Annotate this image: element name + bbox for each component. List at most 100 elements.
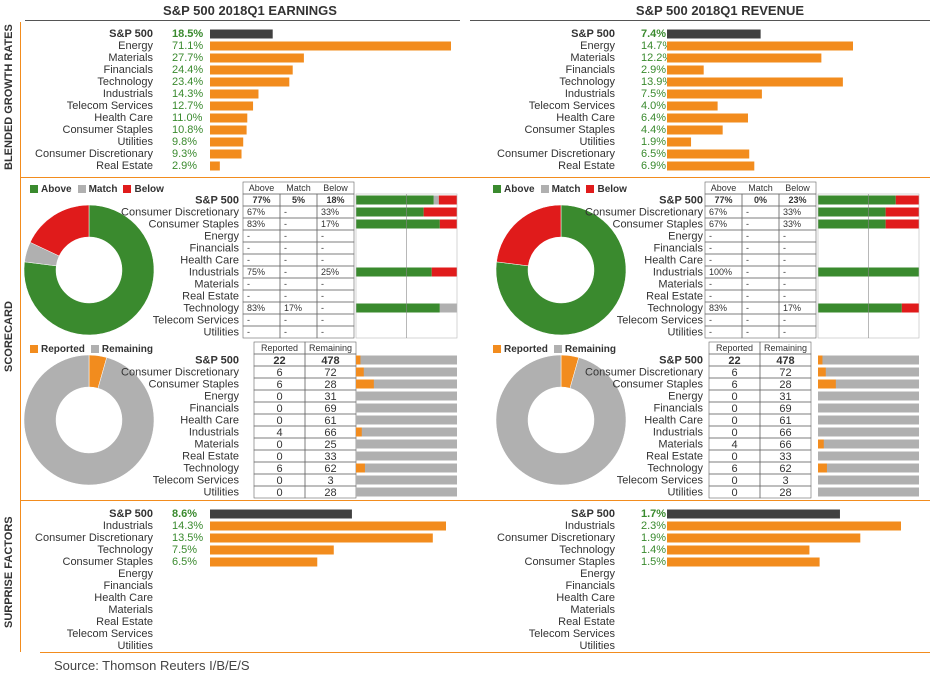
bar-financials (210, 65, 293, 75)
bar-industrials (210, 89, 259, 99)
surprise-separator (20, 500, 930, 501)
table-cell: - (746, 219, 749, 229)
table-cell: - (709, 315, 712, 325)
row-label: Materials (658, 279, 703, 291)
category-label: Telecom Services (529, 100, 616, 112)
category-label: Health Care (556, 592, 615, 604)
bar-technology (210, 545, 334, 555)
bar-consumer-staples (210, 557, 318, 567)
bar-reported-consumer-discretionary (818, 367, 826, 377)
bar-reported-technology (818, 463, 827, 473)
row-label: Health Care (644, 415, 703, 427)
bar-above-sp-500 (818, 195, 896, 205)
table-cell: 3 (782, 475, 788, 487)
value-label: 8.6% (172, 508, 197, 520)
earnings-reported-panel: Reported Remaining S&P 500 22 478 Consumer Di… (23, 341, 457, 499)
row-label: Energy (204, 391, 239, 403)
row-label: Utilities (668, 327, 704, 339)
revenue-reported-panel: Reported Remaining S&P 500 22 478 Consumer Di… (495, 341, 919, 499)
row-label: Energy (204, 231, 239, 243)
bar-above-technology (356, 303, 440, 313)
table-cell: 31 (324, 391, 336, 403)
bar-industrials (210, 521, 446, 531)
bar-remaining-materials (356, 439, 457, 449)
value-label: 1.4% (641, 544, 666, 556)
bar-match-technology (439, 303, 457, 313)
bar-below-consumer-discretionary (885, 207, 919, 217)
bar-below-sp-500 (895, 195, 919, 205)
table-cell: - (746, 303, 749, 313)
table-cell: - (783, 267, 786, 277)
table-cell: - (284, 267, 287, 277)
bar-health-care (667, 113, 748, 123)
bar-above-industrials (356, 267, 432, 277)
bar-above-technology (818, 303, 902, 313)
row-label: Industrials (653, 267, 704, 279)
row-label: Consumer Discretionary (121, 367, 239, 379)
category-label: Utilities (580, 136, 616, 148)
table-cell: 4 (731, 439, 737, 451)
value-label: 12.2% (641, 52, 672, 64)
table-cell: - (247, 291, 250, 301)
category-label: Utilities (118, 640, 154, 652)
table-header-match: Match (748, 183, 773, 193)
table-cell: 72 (779, 367, 791, 379)
reported-swatch (493, 345, 501, 354)
table-cell: 0 (731, 475, 737, 487)
value-label: 18.5% (172, 28, 203, 40)
table-cell: 33 (324, 451, 336, 463)
bar-remaining-materials (818, 439, 919, 449)
table-cell: 83% (247, 219, 265, 229)
table-header-above: Above (711, 183, 737, 193)
table-cell: - (247, 327, 250, 337)
abm-legend-right: Above Match Below (493, 184, 627, 195)
value-label: 11.0% (172, 112, 203, 124)
table-cell: 83% (247, 303, 265, 313)
bar-reported-consumer-staples (356, 379, 374, 389)
value-label: 71.1% (172, 40, 203, 52)
table-cell: - (284, 207, 287, 217)
rr-legend-right: Reported Remaining (493, 344, 616, 355)
bar-remaining-utilities (356, 487, 457, 497)
table-cell: - (321, 327, 324, 337)
value-label: 23.4% (172, 76, 203, 88)
bar-consumer-discretionary (210, 149, 242, 159)
table-cell: - (709, 255, 712, 265)
row-label: Consumer Staples (613, 219, 704, 231)
bar-remaining-health-care (356, 415, 457, 425)
row-label: Utilities (204, 327, 240, 339)
table-cell: - (284, 327, 287, 337)
table-cell: - (321, 291, 324, 301)
table-cell: 5% (292, 195, 305, 205)
bar-remaining-real-estate (356, 451, 457, 461)
table-header-reported: Reported (716, 343, 753, 353)
table-cell: - (321, 279, 324, 289)
table-cell: 22 (273, 355, 285, 367)
bar-sp-500 (210, 509, 352, 519)
category-label: Consumer Staples (63, 556, 154, 568)
table-header-below: Below (323, 183, 348, 193)
surprise-side-label: SURPRISE FACTORS (3, 516, 15, 628)
bar-consumer-discretionary (210, 533, 433, 543)
row-label: S&P 500 (195, 195, 239, 207)
bar-health-care (210, 113, 248, 123)
legend-reported: Reported (504, 344, 548, 355)
table-header-match: Match (286, 183, 311, 193)
bar-real-estate (210, 161, 220, 171)
value-label: 13.9% (641, 76, 672, 88)
earnings-surprise-chart: S&P 500 8.6% Industrials 14.3% Consumer Disc… (35, 508, 446, 652)
table-cell: 6 (276, 463, 282, 475)
bar-remaining-industrials (356, 427, 457, 437)
table-cell: - (746, 327, 749, 337)
bar-remaining-consumer-staples (818, 379, 919, 389)
table-cell: - (321, 243, 324, 253)
value-label: 9.3% (172, 148, 197, 160)
bar-sp-500 (667, 29, 761, 39)
growth-side-label: BLENDED GROWTH RATES (3, 24, 15, 170)
table-header-remaining: Remaining (764, 343, 807, 353)
row-label: Telecom Services (153, 315, 240, 327)
table-cell: - (783, 315, 786, 325)
bar-materials (210, 53, 304, 63)
growth-separator (20, 177, 930, 178)
table-cell: - (321, 315, 324, 325)
